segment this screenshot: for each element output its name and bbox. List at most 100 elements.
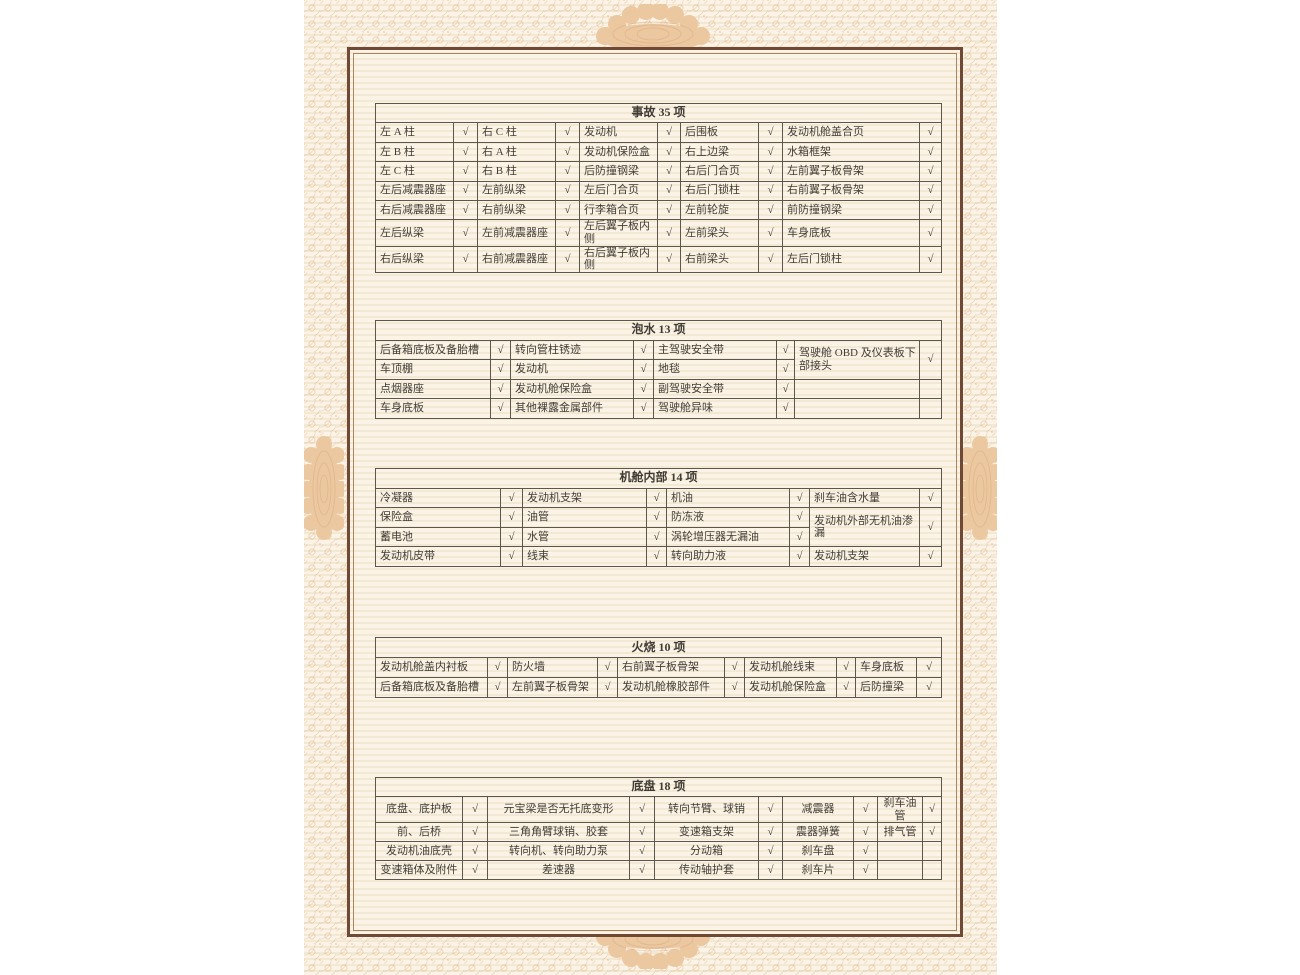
- check-mark: √: [724, 657, 745, 678]
- item-label: 左后纵梁: [375, 219, 454, 247]
- item-label: 发动机外部无机油渗漏: [809, 507, 920, 548]
- check-mark: √: [918, 122, 943, 143]
- check-mark: √: [657, 180, 681, 201]
- check-mark: √: [918, 141, 943, 163]
- item-label: 元宝梁是否无托底变形: [487, 795, 630, 824]
- item-label: 分动箱: [654, 841, 759, 862]
- check-mark: √: [853, 822, 878, 843]
- table-title-row: 火烧 10 项: [374, 637, 943, 658]
- check-mark: √: [629, 822, 655, 843]
- item-label: 转向节臂、球销: [654, 795, 759, 824]
- item-label: 发动机皮带: [375, 546, 501, 567]
- item-label: 车顶棚: [375, 359, 491, 380]
- check-mark: √: [487, 657, 508, 678]
- table-title: 事故 35 项: [374, 102, 943, 124]
- check-mark: √: [633, 378, 654, 400]
- item-label: 发动机舱盖合页: [782, 122, 920, 143]
- table-title: 火烧 10 项: [374, 637, 943, 658]
- item-label: 左 C 柱: [375, 161, 454, 182]
- check-mark: √: [776, 359, 795, 380]
- item-label: 左 A 柱: [375, 122, 454, 143]
- check-mark: √: [853, 841, 878, 862]
- check-mark: √: [836, 657, 856, 678]
- check-mark: √: [490, 378, 511, 400]
- check-mark: √: [918, 219, 943, 247]
- item-label: 左前翼子板骨架: [507, 677, 598, 698]
- check-mark: √: [487, 677, 508, 698]
- check-mark: √: [789, 487, 810, 509]
- item-label: 发动机油底壳: [375, 841, 463, 862]
- item-label: 车身底板: [855, 657, 917, 678]
- check-mark: √: [500, 507, 523, 528]
- check-mark: √: [555, 141, 580, 163]
- check-mark: √: [453, 180, 478, 201]
- item-label: 右 C 柱: [477, 122, 556, 143]
- table-title: 泡水 13 项: [374, 320, 943, 341]
- item-label: 驾驶舱异味: [653, 398, 777, 419]
- check-mark: √: [853, 860, 878, 881]
- inspection-table-water: 泡水 13 项后备箱底板及备胎槽 √ 转向管柱锈迹 √ 主驾驶安全带 √ 驾驶舱 OBD 及…: [374, 320, 943, 419]
- item-label: 右上边梁: [680, 141, 759, 163]
- check-mark: √: [490, 359, 511, 380]
- item-label: 右后纵梁: [375, 245, 454, 273]
- table-title-row: 机舱内部 14 项: [374, 468, 943, 489]
- item-label: 三角角臂球销、胶套: [487, 822, 630, 843]
- item-label: 油管: [522, 507, 647, 528]
- check-mark: √: [921, 795, 943, 824]
- table-row: 发动机舱盖内衬板 √ 防火墙 √ 右前翼子板骨架 √ 发动机舱线束 √ 车身底板 √: [375, 657, 943, 678]
- empty-cell: [794, 398, 920, 419]
- check-mark: √: [555, 122, 580, 143]
- item-label: 防冻液: [666, 507, 790, 528]
- check-mark: √: [758, 245, 783, 273]
- check-mark: √: [776, 378, 795, 400]
- empty-cell: [918, 378, 943, 400]
- check-mark: √: [921, 822, 943, 843]
- empty-cell: [918, 398, 943, 419]
- check-mark: √: [918, 487, 943, 509]
- item-label: 后备箱底板及备胎槽: [375, 339, 491, 361]
- item-label: 后防撞钢梁: [579, 161, 658, 182]
- check-mark: √: [555, 219, 580, 247]
- item-label: 车身底板: [375, 398, 491, 419]
- check-mark: √: [597, 677, 618, 698]
- item-label: 主驾驶安全带: [653, 339, 777, 361]
- table-title: 底盘 18 项: [374, 777, 943, 797]
- table-title: 机舱内部 14 项: [374, 468, 943, 489]
- item-label: 发动机舱橡胶部件: [617, 677, 725, 698]
- table-row: 保险盒 √ 油管 √ 防冻液 √ 发动机外部无机油渗漏 √: [375, 507, 943, 548]
- item-label: 左后门合页: [579, 180, 658, 201]
- check-mark: √: [915, 677, 943, 698]
- check-mark: √: [724, 677, 745, 698]
- item-label: 左后减震器座: [375, 180, 454, 201]
- item-label: 右前减震器座: [477, 245, 556, 273]
- check-mark: √: [646, 526, 667, 548]
- item-label: 右前纵梁: [477, 199, 556, 221]
- check-mark: √: [629, 841, 655, 862]
- item-label: 左后门锁柱: [782, 245, 920, 273]
- check-mark: √: [633, 359, 654, 380]
- inspection-table-chassis: 底盘 18 项底盘、底护板 √ 元宝梁是否无托底变形 √ 转向节臂、球销 √ 减震器 √ 刹车油…: [374, 777, 943, 881]
- check-mark: √: [915, 657, 943, 678]
- empty-cell: [877, 841, 923, 862]
- item-label: 右后门锁柱: [680, 180, 759, 201]
- empty-cell: [877, 860, 923, 881]
- item-label: 线束: [522, 546, 647, 567]
- table-row: 左后纵梁 √ 左前减震器座 √ 左后翼子板内侧 √ 左前梁头 √ 车身底板 √: [375, 219, 943, 247]
- table-row: 后备箱底板及备胎槽 √ 转向管柱锈迹 √ 主驾驶安全带 √ 驾驶舱 OBD 及仪表板下部接头…: [375, 339, 943, 380]
- item-label: 右前梁头: [680, 245, 759, 273]
- item-label: 左前翼子板骨架: [782, 161, 920, 182]
- check-mark: √: [646, 487, 667, 509]
- item-label: 涡轮增压器无漏油: [666, 526, 790, 548]
- table-title-row: 底盘 18 项: [374, 777, 943, 797]
- check-mark: √: [633, 339, 654, 361]
- item-label: 右前翼子板骨架: [617, 657, 725, 678]
- check-mark: √: [758, 122, 783, 143]
- item-label: 防火墙: [507, 657, 598, 678]
- check-mark: √: [758, 795, 783, 824]
- item-label: 发动机舱保险盒: [744, 677, 837, 698]
- check-mark: √: [758, 860, 783, 881]
- check-mark: √: [918, 180, 943, 201]
- table-row: 发动机油底壳 √ 转向机、转向助力泵 √ 分动箱 √ 刹车盘 √: [375, 841, 943, 862]
- item-label: 发动机舱线束: [744, 657, 837, 678]
- item-label: 排气管: [877, 822, 923, 843]
